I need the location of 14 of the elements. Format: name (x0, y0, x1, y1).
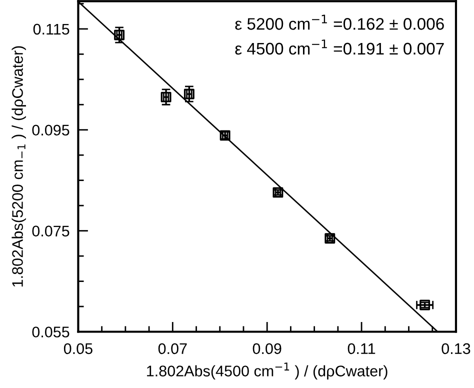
x-tick-label: 0.07 (158, 343, 187, 354)
x-tick-label: 0.11 (348, 343, 376, 354)
y-axis-title: 1.802Abs(5200 cm$_{−1}$ ) / (dρCwater) (12, 46, 26, 287)
x-tick-label: 0.09 (252, 343, 282, 354)
x-axis-title: 1.802Abs(4500 cm$^{−1}$ ) / (dρCwater) (147, 362, 388, 380)
y-tick-label: 0.055 (32, 326, 70, 338)
annotation: ε 4500 cm$^{−1}$ =0.191 ± 0.007 (235, 40, 444, 55)
annotation: ε 5200 cm$^{−1}$ =0.162 ± 0.006 (235, 14, 444, 30)
y-tick-label: 0.115 (33, 24, 70, 35)
y-tick-label: 0.075 (32, 226, 70, 236)
y-tick-label: 0.095 (32, 124, 70, 136)
x-tick-label: 0.05 (64, 343, 92, 354)
point (114, 30, 125, 40)
x-tick-label: 0.13 (442, 343, 470, 354)
